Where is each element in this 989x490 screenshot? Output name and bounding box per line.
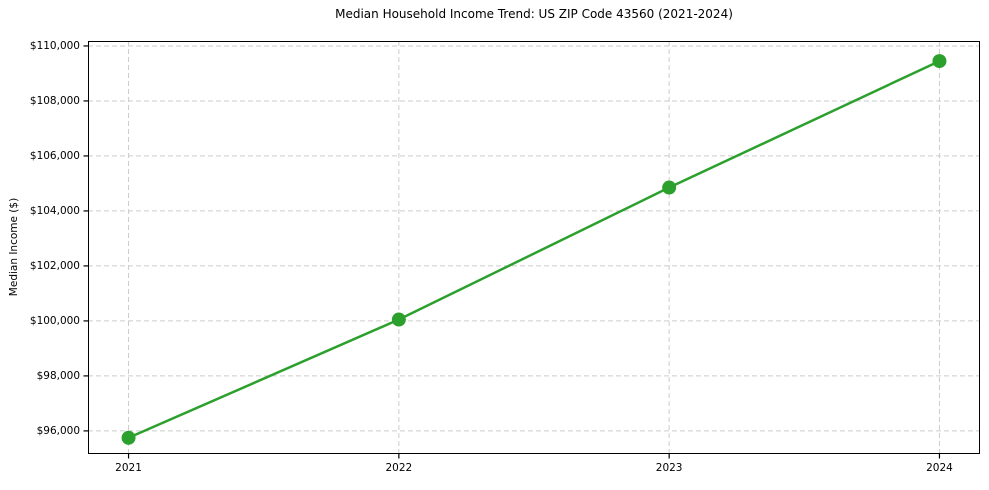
x-tick-label: 2023 <box>655 462 683 474</box>
y-tick-label: $98,000 <box>36 369 80 382</box>
plot-border <box>88 41 980 454</box>
y-tick-label: $106,000 <box>29 149 80 162</box>
data-point-marker <box>121 430 136 445</box>
y-tick-label: $110,000 <box>29 39 80 52</box>
data-point-marker <box>391 312 406 327</box>
series-line <box>127 59 941 440</box>
plot-area <box>83 41 980 459</box>
data-point-marker <box>662 180 677 195</box>
y-tick-label: $96,000 <box>36 424 80 437</box>
y-tick-label: $102,000 <box>29 259 80 272</box>
y-tick-label: $104,000 <box>29 204 80 217</box>
x-tick-label: 2022 <box>385 462 413 474</box>
y-tick-label: $100,000 <box>29 314 80 327</box>
x-tick-label: 2021 <box>115 462 142 474</box>
chart-title: Median Household Income Trend: US ZIP Co… <box>335 7 733 21</box>
y-tick-label: $108,000 <box>29 94 80 107</box>
data-point-marker <box>932 54 947 69</box>
x-tick-label: 2024 <box>926 462 953 474</box>
